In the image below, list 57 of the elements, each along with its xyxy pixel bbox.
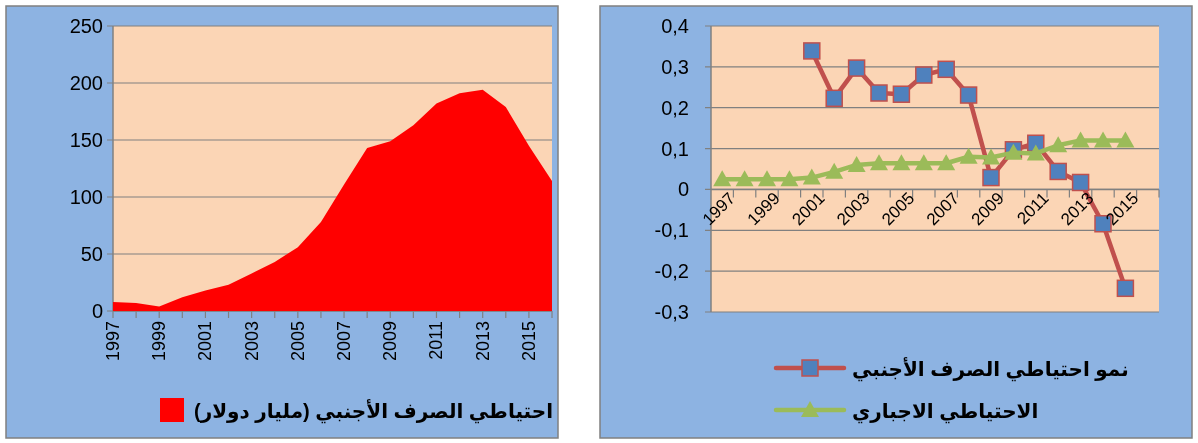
x-tick-label: 2013 xyxy=(472,321,493,362)
point xyxy=(1049,162,1067,181)
y-tick-label: 0,1 xyxy=(661,137,689,160)
point xyxy=(847,155,866,172)
point xyxy=(892,154,911,171)
point xyxy=(1094,131,1112,148)
y-tick-label: 100 xyxy=(69,186,103,208)
point xyxy=(1116,131,1135,148)
y-tick-label: 0,3 xyxy=(661,55,689,78)
point xyxy=(825,162,844,179)
point xyxy=(982,168,1000,187)
x-tick-label: 2003 xyxy=(241,321,262,362)
point xyxy=(1026,144,1045,161)
y-tick-label: 250 xyxy=(69,15,103,37)
y-tick-label: 50 xyxy=(80,243,103,265)
point xyxy=(713,170,732,187)
point xyxy=(735,170,754,187)
y-tick-label: -0,3 xyxy=(654,301,689,323)
point xyxy=(847,59,866,77)
point xyxy=(1071,131,1090,148)
y-tick-label: 150 xyxy=(69,129,103,151)
y-tick-label: -0,1 xyxy=(654,219,689,242)
point xyxy=(892,85,911,103)
point xyxy=(870,84,888,102)
point xyxy=(802,168,821,185)
y-tick-label: -0,2 xyxy=(654,260,689,283)
point xyxy=(825,89,843,108)
legend-label: الاحتياطي الاجباري xyxy=(852,400,1039,424)
point xyxy=(1071,173,1090,192)
legend-label: نمو احتياطي الصرف الأجنبي xyxy=(852,356,1129,382)
point xyxy=(803,42,821,60)
y-tick-label: 0 xyxy=(91,300,103,322)
point xyxy=(1049,136,1068,153)
point xyxy=(937,154,956,171)
point xyxy=(780,170,799,187)
x-tick-label: 2009 xyxy=(380,321,401,362)
x-tick-label: 2011 xyxy=(426,321,447,360)
legend-label: احتياطي الصرف الأجنبي (مليار دولار) xyxy=(194,398,554,424)
point xyxy=(915,66,933,84)
x-tick-label: 2007 xyxy=(334,321,355,362)
point xyxy=(959,86,978,104)
point xyxy=(914,154,933,171)
x-tick-label: 2015 xyxy=(518,321,539,362)
point xyxy=(758,170,776,187)
x-tick-label: 1999 xyxy=(149,321,170,362)
x-tick-label: 2001 xyxy=(195,321,216,362)
y-tick-label: 0,4 xyxy=(661,15,689,37)
point xyxy=(870,154,888,171)
x-tick-label: 2005 xyxy=(287,321,308,362)
point xyxy=(959,147,978,164)
point xyxy=(982,148,1000,165)
point xyxy=(937,60,955,79)
y-tick-label: 200 xyxy=(69,72,103,94)
y-tick-label: 0 xyxy=(677,178,689,201)
x-tick-label: 1997 xyxy=(103,321,123,362)
point xyxy=(1116,279,1135,298)
y-tick-label: 0,2 xyxy=(661,96,689,119)
